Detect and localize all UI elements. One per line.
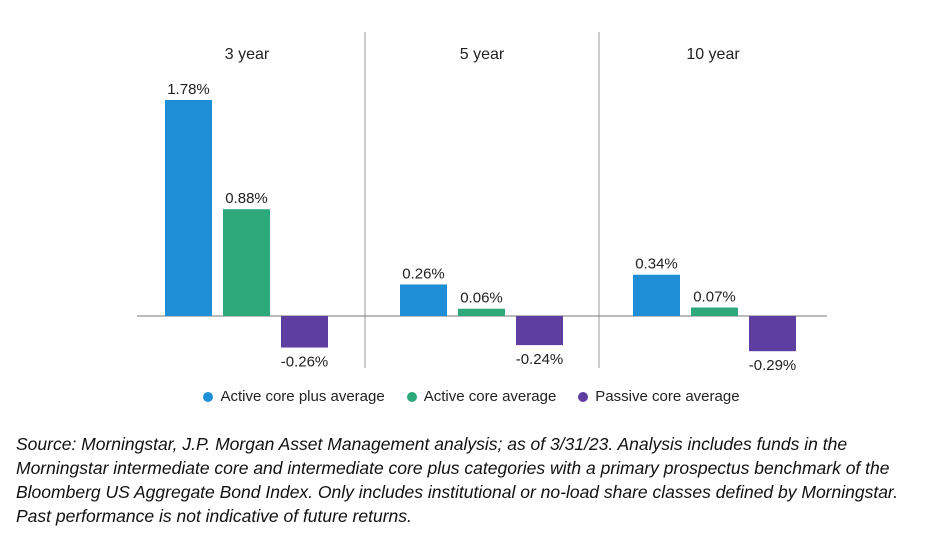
bar <box>400 284 447 316</box>
bar <box>458 308 505 316</box>
data-label: 0.07% <box>693 289 736 306</box>
source-note: Source: Morningstar, J.P. Morgan Asset M… <box>16 434 898 526</box>
legend-label: Active core plus average <box>220 388 385 405</box>
bar <box>749 316 796 352</box>
bar <box>633 274 680 316</box>
bar <box>691 307 738 316</box>
legend-label: Passive core average <box>595 388 740 405</box>
bar-chart: 3 year 5 year 10 year 1.78% 0.26% 0.34% 0.88%… <box>137 32 827 374</box>
data-label: 0.26% <box>402 265 445 282</box>
legend-label: Active core average <box>423 388 557 405</box>
legend-swatch <box>406 391 417 402</box>
bar <box>516 316 563 346</box>
legend: Active core plus average Active core ave… <box>0 388 943 405</box>
data-label: 0.06% <box>460 290 503 307</box>
legend-item-passive-core: Passive core average <box>578 388 740 405</box>
panel-title: 10 year <box>686 46 740 63</box>
bar <box>223 209 270 316</box>
bar <box>165 100 212 316</box>
data-label: 0.88% <box>225 190 268 207</box>
legend-swatch <box>203 391 214 402</box>
data-label: 1.78% <box>167 81 210 98</box>
legend-item-active-core: Active core average <box>406 388 557 405</box>
data-label: 0.34% <box>635 256 678 273</box>
data-label: -0.24% <box>516 351 564 368</box>
panel-title: 5 year <box>460 46 505 63</box>
bar <box>281 316 328 348</box>
panel-title: 3 year <box>225 46 270 63</box>
data-label: -0.26% <box>281 354 329 371</box>
legend-swatch <box>578 391 589 402</box>
data-label: -0.29% <box>749 357 797 374</box>
legend-item-active-core-plus: Active core plus average <box>203 388 385 405</box>
